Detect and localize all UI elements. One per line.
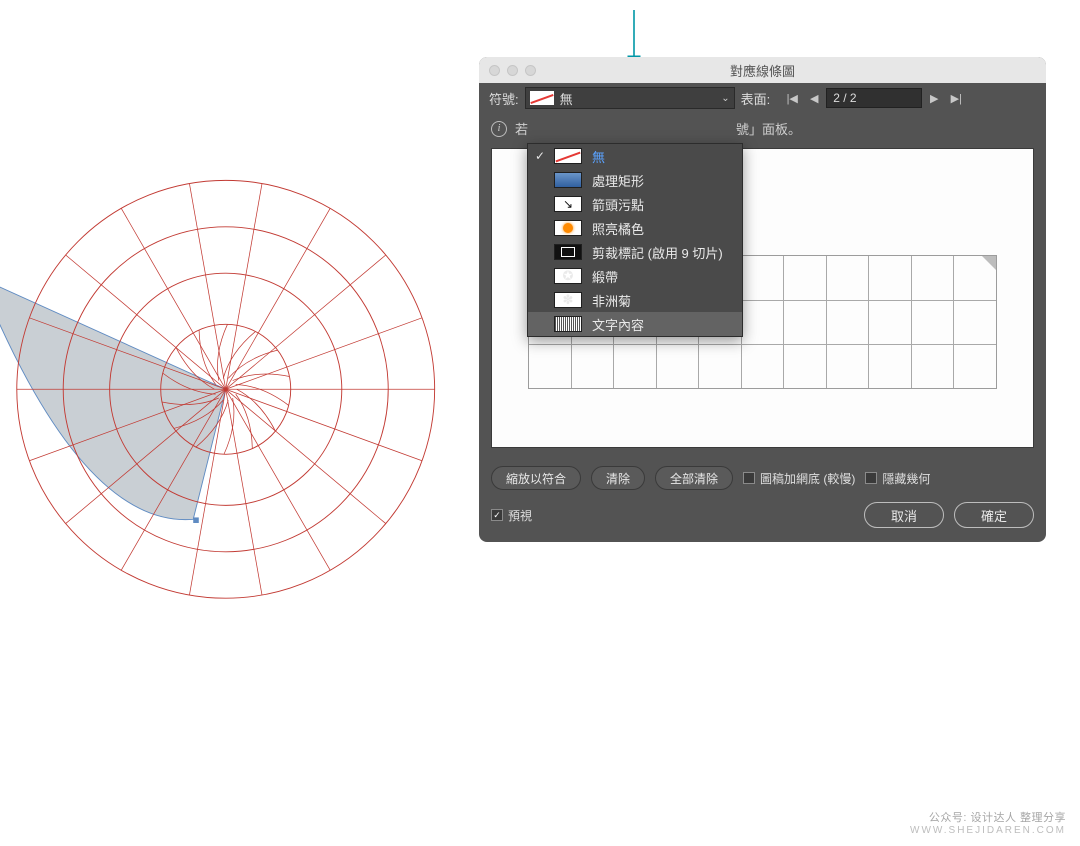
- footer-row: ✓ 預視 取消 確定: [479, 498, 1046, 542]
- symbol-selected-value: 無: [560, 89, 573, 108]
- clear-all-button[interactable]: 全部清除: [655, 466, 733, 490]
- dropdown-item-label: 緞帶: [592, 267, 618, 286]
- dropdown-item-label: 文字內容: [592, 315, 644, 334]
- info-icon: i: [491, 121, 507, 137]
- swatch-icon: ✽: [554, 292, 582, 308]
- hide-geometry-checkbox[interactable]: 隱藏幾何: [865, 470, 930, 487]
- dropdown-item-label: 照亮橘色: [592, 219, 644, 238]
- clear-button[interactable]: 清除: [591, 466, 645, 490]
- symbol-dropdown[interactable]: 無處理矩形 ↘ 箭頭污點照亮橘色剪裁標記 (啟用 9 切片) ✪ 緞帶 ✽ 非洲菊文字內容: [527, 143, 743, 337]
- credit: 公众号: 设计达人 整理分享 WWW.SHEJIDAREN.COM: [910, 809, 1066, 836]
- dropdown-item[interactable]: ↘ 箭頭污點: [528, 192, 742, 216]
- button-row: 縮放以符合 清除 全部清除 圖稿加網底 (較慢) 隱藏幾何: [479, 458, 1046, 498]
- titlebar: 對應線條圖: [479, 57, 1046, 83]
- next-page-button[interactable]: ▶: [924, 88, 944, 108]
- dropdown-item-label: 無: [592, 147, 605, 166]
- checkbox-icon: ✓: [491, 509, 503, 521]
- info-text-prefix: 若: [515, 119, 528, 138]
- swatch-icon: [554, 148, 582, 164]
- cancel-button[interactable]: 取消: [864, 502, 944, 528]
- dropdown-item[interactable]: 文字內容: [528, 312, 742, 336]
- swatch-icon: [554, 244, 582, 260]
- fit-button[interactable]: 縮放以符合: [491, 466, 581, 490]
- dropdown-item-label: 非洲菊: [592, 291, 631, 310]
- canvas-art: [0, 120, 470, 640]
- first-page-button[interactable]: |◀: [782, 88, 802, 108]
- ok-button[interactable]: 確定: [954, 502, 1034, 528]
- last-page-button[interactable]: ▶|: [946, 88, 966, 108]
- preview-checkbox[interactable]: ✓ 預視: [491, 507, 532, 524]
- dropdown-item[interactable]: 處理矩形: [528, 168, 742, 192]
- page-fold-icon: [982, 256, 996, 270]
- dropdown-item[interactable]: 剪裁標記 (啟用 9 切片): [528, 240, 742, 264]
- dialog-window: 對應線條圖 符號: 無 ⌄ 表面: |◀ ◀ 2 / 2 ▶ ▶| i 若 號」…: [479, 57, 1046, 542]
- swatch-icon: [554, 220, 582, 236]
- toolbar: 符號: 無 ⌄ 表面: |◀ ◀ 2 / 2 ▶ ▶|: [479, 83, 1046, 113]
- chevron-down-icon: ⌄: [721, 93, 729, 104]
- dropdown-item-label: 處理矩形: [592, 171, 644, 190]
- dropdown-item-label: 剪裁標記 (啟用 9 切片): [592, 243, 723, 262]
- credit-line1: 公众号: 设计达人 整理分享: [910, 809, 1066, 825]
- preview-label: 預視: [508, 507, 532, 524]
- credit-line2: WWW.SHEJIDAREN.COM: [910, 825, 1066, 836]
- swatch-icon: [554, 172, 582, 188]
- swatch-icon: ↘: [554, 196, 582, 212]
- dropdown-item[interactable]: ✽ 非洲菊: [528, 288, 742, 312]
- surface-nav: |◀ ◀ 2 / 2 ▶ ▶|: [782, 88, 966, 108]
- surface-label: 表面:: [741, 89, 771, 108]
- grid-shading-checkbox[interactable]: 圖稿加網底 (較慢): [743, 470, 855, 487]
- symbol-select[interactable]: 無 ⌄: [525, 87, 735, 109]
- window-title: 對應線條圖: [479, 61, 1046, 80]
- dropdown-item-label: 箭頭污點: [592, 195, 644, 214]
- symbol-swatch: [530, 91, 554, 105]
- swatch-icon: ✪: [554, 268, 582, 284]
- dropdown-item[interactable]: 無: [528, 144, 742, 168]
- page-field[interactable]: 2 / 2: [826, 88, 922, 108]
- swatch-icon: [554, 316, 582, 332]
- dropdown-item[interactable]: ✪ 緞帶: [528, 264, 742, 288]
- symbol-label: 符號:: [489, 89, 519, 108]
- info-text-suffix: 號」面板。: [736, 119, 801, 138]
- prev-page-button[interactable]: ◀: [804, 88, 824, 108]
- dropdown-item[interactable]: 照亮橘色: [528, 216, 742, 240]
